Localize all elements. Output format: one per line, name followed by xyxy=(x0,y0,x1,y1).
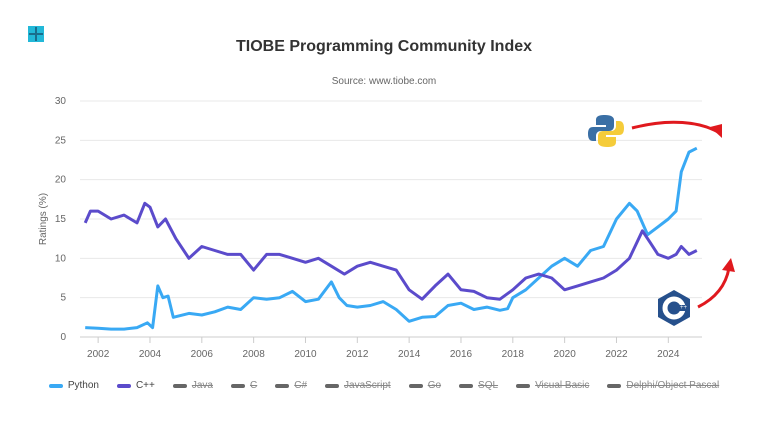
tiobe-logo-icon xyxy=(28,26,44,42)
legend-label: Java xyxy=(191,380,213,391)
chart-legend: Python C++ Java C C# JavaScript Go SQL Visual Ba… xyxy=(0,380,768,391)
x-tick-label: 2020 xyxy=(554,349,577,360)
legend-swatch xyxy=(325,383,340,388)
series-line-python xyxy=(85,146,698,331)
y-tick-label: 25 xyxy=(55,135,67,146)
chart-subtitle: Source: www.tiobe.com xyxy=(331,76,437,87)
legend-item[interactable]: JavaScript xyxy=(325,380,391,391)
legend-item[interactable]: Visual Basic xyxy=(516,380,589,391)
legend-item[interactable]: C++ xyxy=(116,380,155,391)
x-tick-label: 2024 xyxy=(657,349,680,360)
python-logo-icon xyxy=(588,115,624,147)
x-tick-label: 2016 xyxy=(450,349,473,360)
legend-label: Delphi/Object Pascal xyxy=(626,380,720,391)
legend-item[interactable]: Java xyxy=(172,380,213,391)
legend-label: Visual Basic xyxy=(535,380,590,391)
legend-label: SQL xyxy=(478,380,499,391)
svg-text:++: ++ xyxy=(680,305,688,311)
legend-swatch xyxy=(172,383,187,388)
y-tick-label: 10 xyxy=(55,253,67,264)
legend-swatch xyxy=(408,383,423,388)
legend-item[interactable]: Delphi/Object Pascal xyxy=(607,380,719,391)
series-line-c- xyxy=(83,201,698,301)
x-tick-label: 2014 xyxy=(398,349,421,360)
legend-item[interactable]: C# xyxy=(275,380,307,391)
cpp-logo-icon: ++ xyxy=(658,290,690,326)
legend-label: C xyxy=(249,380,258,391)
legend-label: C# xyxy=(294,380,308,391)
legend-swatch xyxy=(275,383,290,388)
legend-swatch xyxy=(230,383,245,388)
legend-swatch xyxy=(607,383,622,388)
legend-item[interactable]: Go xyxy=(408,380,442,391)
x-tick-label: 2010 xyxy=(294,349,317,360)
x-tick-label: 2012 xyxy=(346,349,369,360)
x-tick-label: 2006 xyxy=(191,349,214,360)
legend-item[interactable]: C xyxy=(230,380,258,391)
legend-item[interactable]: Python xyxy=(48,380,99,391)
y-tick-label: 30 xyxy=(55,96,67,107)
y-tick-label: 5 xyxy=(60,293,66,304)
python-arrow xyxy=(631,120,719,134)
y-axis-label: Ratings (%) xyxy=(38,193,49,245)
chart-title: TIOBE Programming Community Index xyxy=(235,38,533,55)
legend-swatch xyxy=(48,383,63,388)
cpp-arrowhead xyxy=(722,258,735,272)
x-tick-label: 2022 xyxy=(605,349,628,360)
legend-label: Python xyxy=(67,380,99,391)
legend-label: C++ xyxy=(135,380,155,391)
x-tick-label: 2018 xyxy=(502,349,525,360)
x-tick-label: 2008 xyxy=(243,349,266,360)
python-arrowhead xyxy=(710,124,722,138)
cpp-arrow xyxy=(697,267,731,309)
legend-swatch xyxy=(116,383,131,388)
legend-label: Go xyxy=(427,380,442,391)
legend-label: JavaScript xyxy=(344,380,391,391)
y-tick-label: 20 xyxy=(55,175,67,186)
x-tick-label: 2004 xyxy=(139,349,162,360)
x-tick-label: 2002 xyxy=(87,349,110,360)
y-tick-label: 15 xyxy=(55,214,67,225)
legend-swatch xyxy=(516,383,531,388)
legend-swatch xyxy=(459,383,474,388)
legend-item[interactable]: SQL xyxy=(459,380,498,391)
y-tick-label: 0 xyxy=(60,332,66,343)
